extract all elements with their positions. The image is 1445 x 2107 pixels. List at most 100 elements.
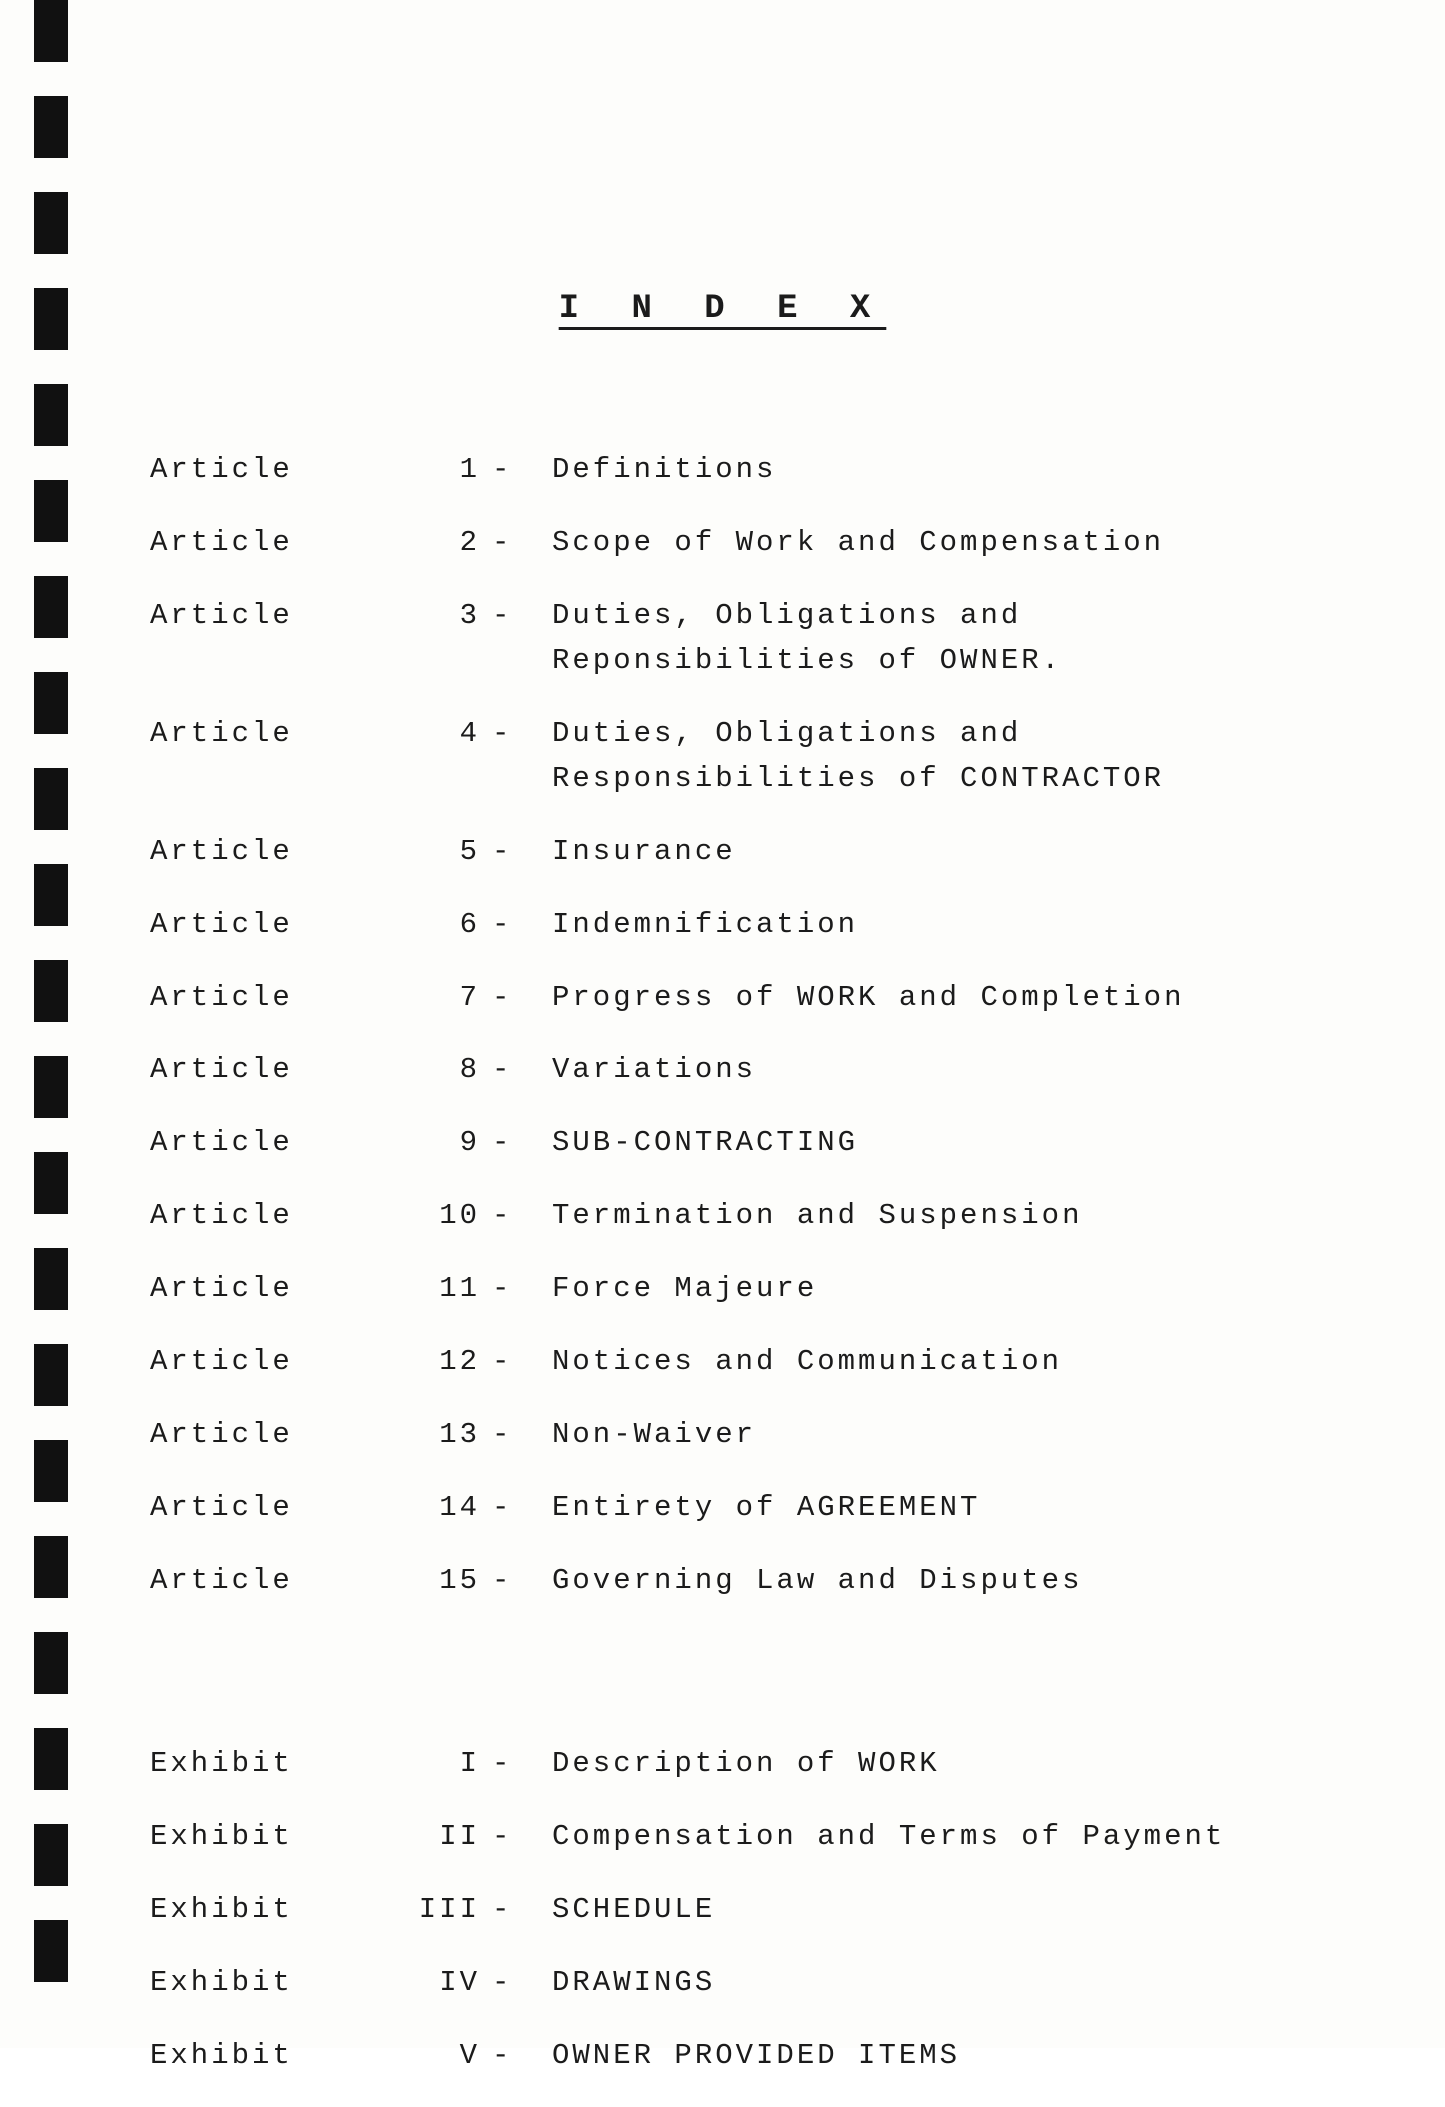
row-label: Article [150,1194,370,1239]
row-dash: - [492,1961,552,2006]
index-row: ExhibitV-OWNER PROVIDED ITEMS [150,2034,1350,2079]
row-label: Exhibit [150,1888,370,1933]
row-number: 12 [370,1340,492,1385]
binding-punch [34,1920,68,1982]
row-number: V [370,2034,492,2079]
binding-punch [34,0,68,62]
row-text: SCHEDULE [552,1888,1350,1933]
row-text: DRAWINGS [552,1961,1350,2006]
index-row: ExhibitIV-DRAWINGS [150,1961,1350,2006]
section-gap [150,1632,1350,1742]
index-row: Article15-Governing Law and Disputes [150,1559,1350,1604]
row-dash: - [492,1413,552,1458]
row-number: 14 [370,1486,492,1531]
binding-punch [34,192,68,254]
index-row: Article4-Duties, Obligations and Respons… [150,712,1350,802]
row-text: Compensation and Terms of Payment [552,1815,1350,1860]
row-dash: - [492,594,552,639]
index-row: Article10-Termination and Suspension [150,1194,1350,1239]
row-text: Definitions [552,448,1350,493]
row-label: Article [150,903,370,948]
binding-punch [34,1536,68,1598]
row-dash: - [492,903,552,948]
binding-punch [34,1632,68,1694]
row-dash: - [492,1194,552,1239]
row-dash: - [492,1267,552,1312]
row-label: Article [150,1486,370,1531]
row-dash: - [492,448,552,493]
index-row: Article9-SUB-CONTRACTING [150,1121,1350,1166]
row-label: Article [150,1340,370,1385]
binding-punch [34,1728,68,1790]
row-dash: - [492,1888,552,1933]
row-label: Article [150,1267,370,1312]
row-number: 3 [370,594,492,639]
row-number: 15 [370,1559,492,1604]
row-label: Article [150,1121,370,1166]
binding-punch [34,1344,68,1406]
binding-punch [34,1248,68,1310]
row-dash: - [492,1486,552,1531]
index-row: Article5-Insurance [150,830,1350,875]
row-number: 10 [370,1194,492,1239]
index-row: Article12-Notices and Communication [150,1340,1350,1385]
row-label: Article [150,1048,370,1093]
row-text: SUB-CONTRACTING [552,1121,1350,1166]
row-number: 7 [370,976,492,1021]
binding-punch [34,384,68,446]
row-number: 9 [370,1121,492,1166]
row-label: Exhibit [150,1742,370,1787]
row-dash: - [492,1121,552,1166]
row-text: Governing Law and Disputes [552,1559,1350,1604]
row-label: Article [150,976,370,1021]
index-row: Article8-Variations [150,1048,1350,1093]
row-dash: - [492,976,552,1021]
binding-punch [34,960,68,1022]
row-dash: - [492,521,552,566]
row-number: 1 [370,448,492,493]
row-label: Exhibit [150,1961,370,2006]
binding-punch [34,1824,68,1886]
row-dash: - [492,712,552,757]
row-number: 2 [370,521,492,566]
row-number: 8 [370,1048,492,1093]
binding-punch [34,864,68,926]
row-label: Article [150,594,370,639]
row-text: Scope of Work and Compensation [552,521,1350,566]
row-dash: - [492,1815,552,1860]
row-text: Duties, Obligations and Reponsibilities … [552,594,1350,684]
row-text: Non-Waiver [552,1413,1350,1458]
row-number: 5 [370,830,492,875]
row-text: OWNER PROVIDED ITEMS [552,2034,1350,2079]
binding-punch [34,1152,68,1214]
row-label: Article [150,448,370,493]
binding-punch [34,96,68,158]
index-row: Article14-Entirety of AGREEMENT [150,1486,1350,1531]
row-text: Progress of WORK and Completion [552,976,1350,1021]
index-row: Article3-Duties, Obligations and Reponsi… [150,594,1350,684]
row-number: II [370,1815,492,1860]
row-dash: - [492,2034,552,2079]
row-label: Article [150,830,370,875]
binding-punch [34,480,68,542]
index-row: Article7-Progress of WORK and Completion [150,976,1350,1021]
binding-punch [34,1056,68,1118]
index-row: ExhibitIII-SCHEDULE [150,1888,1350,1933]
index-row: Article1-Definitions [150,448,1350,493]
row-text: Entirety of AGREEMENT [552,1486,1350,1531]
row-dash: - [492,1742,552,1787]
row-text: Force Majeure [552,1267,1350,1312]
binding-punch [34,576,68,638]
index-row: Article11-Force Majeure [150,1267,1350,1312]
row-number: 4 [370,712,492,757]
row-dash: - [492,1048,552,1093]
index-title: I N D E X [0,290,1445,328]
row-number: 13 [370,1413,492,1458]
row-dash: - [492,1340,552,1385]
row-number: 11 [370,1267,492,1312]
index-row: ExhibitI-Description of WORK [150,1742,1350,1787]
row-label: Article [150,712,370,757]
row-text: Insurance [552,830,1350,875]
row-text: Notices and Communication [552,1340,1350,1385]
articles-section: Article1-DefinitionsArticle2-Scope of Wo… [150,448,1350,1604]
